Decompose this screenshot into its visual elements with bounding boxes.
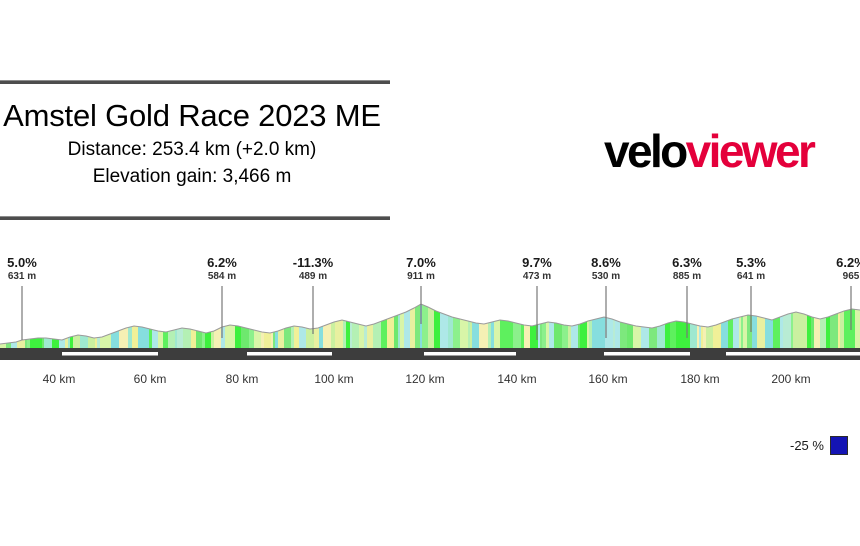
segment-indicator [62, 352, 158, 356]
climb-gradient-value: 8.6% [591, 255, 621, 270]
climb-elevation-value: 641 m [736, 271, 766, 282]
climb-gradient-value: -11.3% [292, 255, 334, 270]
veloviewer-logo: veloviewer [604, 125, 816, 177]
climb-elevation-value: 631 m [7, 271, 37, 282]
elevation-profile-svg [0, 286, 860, 360]
climb-annotation: 5.3% 641 m [691, 256, 811, 283]
axis-tick-label: 120 km [405, 372, 445, 386]
climb-elevation-value: 911 m [407, 271, 435, 282]
title-rule-bottom [0, 216, 390, 220]
axis-tick-label: 100 km [314, 372, 354, 386]
climb-elevation-value: 965 [842, 271, 860, 282]
segment-indicator [424, 352, 516, 356]
climb-leader-lines [21, 286, 852, 340]
climb-annotation: 8.6% 530 m [546, 256, 666, 283]
axis-tick-label: 60 km [133, 372, 167, 386]
gradient-legend: -25 % [790, 436, 848, 455]
logo-text-velo: velo [604, 125, 688, 177]
climb-gradient-value: 6.2% [836, 255, 860, 270]
axis-tick-label: 140 km [497, 372, 537, 386]
axis-tick-label: 200 km [771, 372, 811, 386]
climb-gradient-value: 5.3% [736, 255, 766, 270]
race-title: Amstel Gold Race 2023 ME [3, 98, 381, 133]
axis-tick-label: 180 km [680, 372, 720, 386]
climb-gradient-value: 5.0% [7, 255, 37, 270]
climb-annotation: 6.3% 885 m [627, 256, 747, 283]
title-block: Amstel Gold Race 2023 ME Distance: 253.4… [0, 80, 390, 220]
segment-indicator [786, 352, 860, 356]
segment-indicator [726, 352, 790, 356]
climb-annotation: 7.0% 911 m [361, 256, 481, 283]
distance-axis: 40 km 60 km 80 km 100 km 120 km 140 km 160 km 1… [0, 372, 860, 392]
climb-annotation: 6.2%965 [791, 256, 860, 283]
segment-indicator [247, 352, 332, 356]
climb-annotation: -11.3% 489 m [253, 256, 373, 283]
climb-elevation-value: 530 m [591, 271, 621, 282]
climb-annotation: 6.2% 584 m [162, 256, 282, 283]
climb-gradient-value: 9.7% [522, 255, 552, 270]
climb-elevation-value: 885 m [672, 271, 702, 282]
logo-text-viewer: viewer [685, 125, 816, 177]
segment-indicators [62, 352, 860, 356]
axis-tick-label: 80 km [225, 372, 259, 386]
profile-outline [0, 303, 860, 345]
climb-gradient-value: 7.0% [406, 255, 436, 270]
elevation-profile: 5.0% 631 m 6.2% 584 m -11.3% 489 m 7.0% 911 m 9.… [0, 256, 860, 362]
legend-color-swatch [829, 436, 848, 455]
climb-annotation: 9.7% 473 m [477, 256, 597, 283]
climb-annotation: 5.0% 631 m [0, 256, 82, 283]
race-distance: Distance: 253.4 km (+2.0 km) [67, 139, 317, 160]
climb-elevation-value: 473 m [522, 271, 552, 282]
race-elevation-gain: Elevation gain: 3,466 m [92, 166, 292, 187]
climb-gradient-value: 6.3% [672, 255, 702, 270]
axis-tick-label: 160 km [588, 372, 628, 386]
climb-elevation-value: 489 m [298, 271, 328, 282]
title-rule-top [0, 80, 390, 84]
legend-min-label: -25 % [790, 438, 824, 453]
segment-indicator [604, 352, 690, 356]
axis-tick-label: 40 km [42, 372, 76, 386]
climb-gradient-value: 6.2% [207, 255, 237, 270]
climb-elevation-value: 584 m [207, 271, 237, 282]
